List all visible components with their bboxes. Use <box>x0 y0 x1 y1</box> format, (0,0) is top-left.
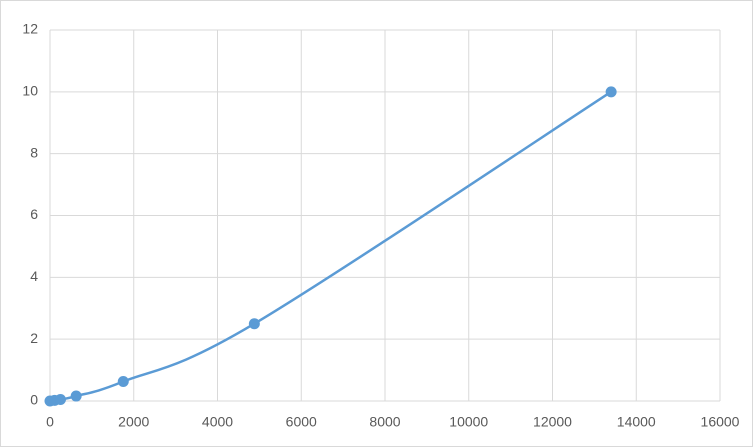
x-tick-label: 4000 <box>202 414 233 430</box>
data-point <box>54 393 66 405</box>
x-tick-label: 0 <box>46 414 54 430</box>
x-tick-label: 14000 <box>617 414 656 430</box>
x-tick-label: 12000 <box>533 414 572 430</box>
y-tick-label: 0 <box>30 392 38 408</box>
x-tick-label: 6000 <box>286 414 317 430</box>
y-tick-label: 4 <box>30 268 38 284</box>
x-tick-label: 10000 <box>449 414 488 430</box>
x-tick-label: 16000 <box>701 414 740 430</box>
y-tick-label: 10 <box>22 83 38 99</box>
x-tick-label: 2000 <box>118 414 149 430</box>
y-tick-label: 12 <box>22 21 38 37</box>
x-tick-label: 8000 <box>369 414 400 430</box>
y-tick-label: 8 <box>30 144 38 160</box>
y-tick-label: 2 <box>30 330 38 346</box>
data-point <box>117 376 129 388</box>
data-point <box>605 86 617 98</box>
data-point <box>248 318 260 330</box>
data-point <box>70 390 82 402</box>
y-tick-label: 6 <box>30 206 38 222</box>
